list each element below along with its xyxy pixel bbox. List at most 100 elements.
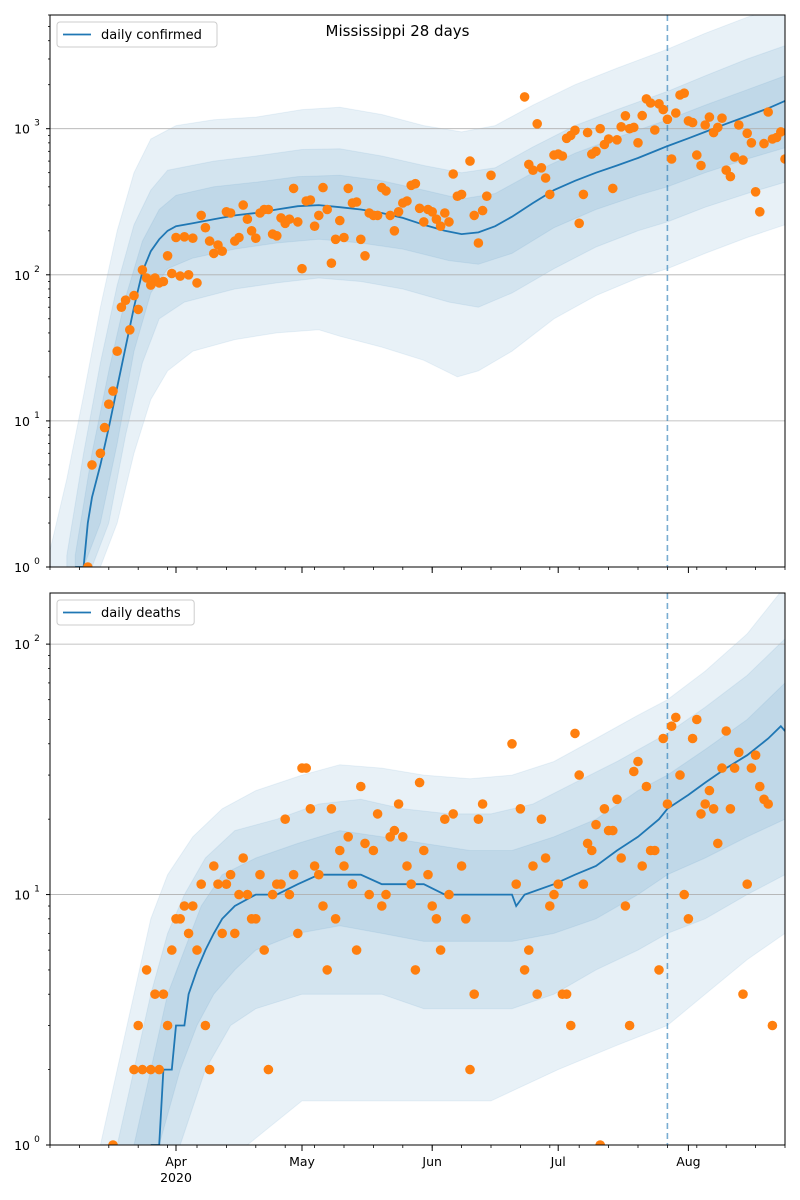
outer-band-2 <box>99 593 785 1145</box>
middle-band-1 <box>66 45 785 567</box>
observed-point <box>351 945 362 955</box>
observed-point <box>767 1020 778 1031</box>
observed-point <box>713 122 723 133</box>
observed-point <box>637 110 647 121</box>
observed-point <box>322 204 333 215</box>
observed-point <box>456 861 467 871</box>
observed-point <box>137 265 148 275</box>
observed-point <box>599 804 610 814</box>
observed-point <box>200 222 211 233</box>
observed-point <box>87 460 97 470</box>
y-tick-exponent: 3 <box>34 119 40 129</box>
observed-point <box>729 763 740 773</box>
y-tick-label: 10 <box>14 560 30 575</box>
observed-point <box>146 1064 156 1075</box>
observed-point <box>641 781 652 792</box>
observed-point <box>549 889 559 900</box>
observed-point <box>95 448 106 459</box>
x-tick-label: May <box>289 1154 315 1169</box>
observed-point <box>343 832 354 842</box>
observed-point <box>234 889 244 900</box>
observed-point <box>608 183 618 194</box>
observed-point <box>326 258 337 269</box>
observed-point <box>137 1064 148 1075</box>
observed-point <box>112 346 122 357</box>
observed-point <box>738 989 748 999</box>
observed-point <box>301 763 312 773</box>
observed-point <box>662 799 673 809</box>
observed-point <box>175 914 185 924</box>
observed-point <box>587 845 597 856</box>
observed-point <box>234 232 244 243</box>
observed-point <box>713 838 723 849</box>
observed-point <box>423 869 433 880</box>
observed-point <box>729 152 740 162</box>
legend: daily confirmed <box>56 21 218 48</box>
y-tick-label: 10 <box>14 268 30 283</box>
observed-point <box>414 203 425 214</box>
observed-point <box>179 901 190 911</box>
observed-point <box>536 163 547 173</box>
observed-point <box>318 901 328 911</box>
observed-point <box>545 901 555 911</box>
observed-point <box>528 861 538 871</box>
observed-point <box>330 234 341 245</box>
observed-point <box>666 721 677 731</box>
observed-point <box>759 138 769 149</box>
observed-point <box>213 879 223 889</box>
observed-point <box>284 889 295 900</box>
observed-point <box>578 189 589 200</box>
observed-point <box>738 155 748 165</box>
observed-point <box>431 914 442 924</box>
observed-point <box>150 989 160 999</box>
observed-point <box>410 965 421 975</box>
observed-point <box>162 1020 173 1031</box>
observed-point <box>196 210 206 221</box>
observed-point <box>725 171 736 182</box>
y-tick-exponent: 0 <box>34 1135 40 1145</box>
observed-point <box>687 733 698 744</box>
observed-point <box>246 226 257 236</box>
observed-point <box>209 248 219 259</box>
observed-point <box>406 879 417 889</box>
observed-point <box>721 726 731 736</box>
observed-point <box>276 879 286 889</box>
observed-point <box>700 120 710 130</box>
observed-point <box>339 861 349 871</box>
observed-point <box>326 804 337 814</box>
observed-point <box>574 218 584 229</box>
observed-point <box>469 989 480 999</box>
observed-point <box>620 111 631 121</box>
median-line <box>150 724 785 1145</box>
observed-point <box>692 150 702 160</box>
observed-point <box>469 210 480 221</box>
observed-point <box>104 399 114 410</box>
observed-point <box>322 965 333 975</box>
observed-point <box>465 1064 475 1075</box>
observed-point <box>528 165 538 175</box>
y-tick-exponent: 2 <box>34 265 40 275</box>
observed-point <box>393 207 404 217</box>
observed-point <box>582 127 593 138</box>
observed-point <box>750 187 761 197</box>
observed-point <box>217 928 227 939</box>
observed-point <box>637 861 647 871</box>
observed-point <box>461 914 471 924</box>
observed-point <box>356 781 366 792</box>
observed-point <box>435 945 446 955</box>
observed-point <box>364 889 375 900</box>
observed-point <box>578 879 589 889</box>
x-tick-label: Aug <box>676 1154 700 1169</box>
observed-point <box>402 861 412 871</box>
observed-point <box>133 304 143 315</box>
observed-point <box>141 273 152 283</box>
observed-point <box>167 268 177 279</box>
observed-point <box>444 217 454 227</box>
observed-point <box>473 238 484 248</box>
observed-point <box>204 1064 215 1075</box>
observed-point <box>108 386 118 396</box>
observed-point <box>158 276 169 287</box>
observed-point <box>146 280 156 290</box>
observed-point <box>650 845 660 856</box>
